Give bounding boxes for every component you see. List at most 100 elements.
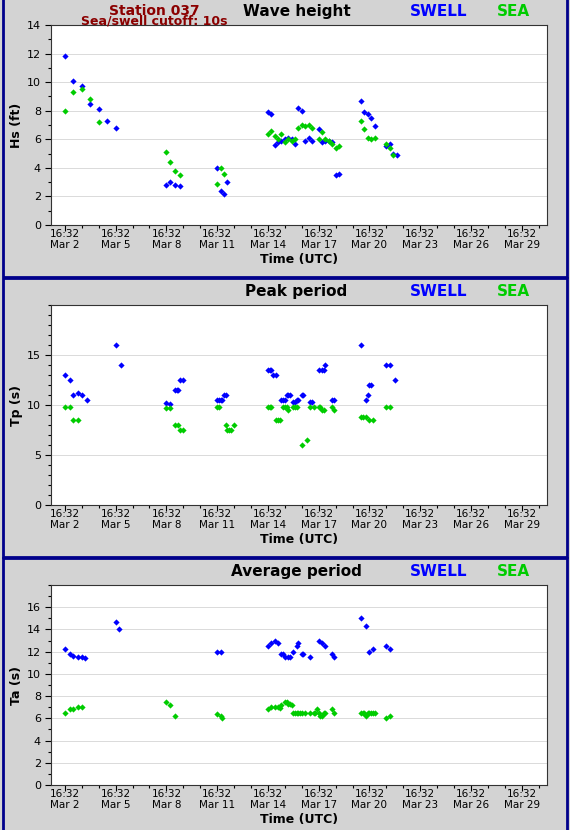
Point [179, 374, 188, 387]
Point [277, 127, 286, 140]
Point [103, 114, 112, 127]
Point [316, 710, 325, 723]
Point [382, 711, 391, 725]
Point [69, 413, 78, 427]
Point [382, 139, 391, 153]
Point [162, 178, 171, 192]
Point [179, 423, 188, 437]
Point [321, 639, 330, 652]
Point [307, 121, 316, 134]
Point [274, 135, 283, 149]
Point [263, 127, 272, 140]
Point [291, 706, 300, 720]
Point [60, 642, 70, 656]
Point [291, 133, 300, 146]
Text: 16:32: 16:32 [507, 789, 537, 799]
Point [321, 359, 330, 372]
Point [60, 369, 70, 382]
Point [304, 131, 313, 144]
Point [268, 369, 278, 382]
Point [389, 149, 398, 162]
Text: 16:32: 16:32 [355, 789, 385, 799]
Point [280, 400, 290, 413]
Point [165, 175, 174, 188]
Point [174, 418, 183, 432]
Point [277, 698, 286, 711]
Point [289, 400, 298, 413]
Text: Sea/swell cutoff: 10s: Sea/swell cutoff: 10s [80, 15, 227, 28]
Point [317, 636, 327, 649]
Point [280, 695, 290, 708]
Point [284, 131, 293, 144]
Point [328, 647, 337, 661]
Point [363, 706, 372, 720]
Point [321, 706, 330, 720]
Text: Mar 5: Mar 5 [101, 240, 131, 250]
Point [77, 80, 86, 93]
Point [77, 701, 86, 714]
Text: Mar 17: Mar 17 [300, 520, 337, 530]
Text: 16:32: 16:32 [405, 509, 435, 519]
Text: 16:32: 16:32 [100, 229, 131, 239]
Point [280, 651, 290, 664]
Point [80, 652, 89, 665]
Point [69, 85, 78, 99]
Point [279, 393, 288, 407]
Text: 16:32: 16:32 [100, 509, 131, 519]
Point [356, 612, 365, 625]
Point [284, 651, 293, 664]
Point [328, 400, 337, 413]
Point [335, 167, 344, 180]
Point [294, 636, 303, 649]
Text: 16:32: 16:32 [253, 509, 283, 519]
Point [216, 710, 225, 723]
Point [270, 139, 279, 152]
Point [279, 400, 288, 413]
Y-axis label: Tp (s): Tp (s) [10, 384, 23, 426]
Point [385, 710, 394, 723]
Point [286, 697, 295, 710]
Text: 16:32: 16:32 [202, 229, 232, 239]
Text: Mar 2: Mar 2 [50, 520, 80, 530]
Text: 16:32: 16:32 [100, 789, 131, 799]
Point [86, 97, 95, 110]
Point [367, 111, 376, 124]
Point [219, 388, 229, 402]
Point [289, 395, 298, 408]
Point [367, 378, 376, 392]
Point [329, 706, 339, 720]
Point [267, 107, 276, 120]
Text: Station 037: Station 037 [109, 4, 199, 17]
Point [94, 115, 103, 129]
Point [389, 147, 398, 160]
Point [94, 103, 103, 116]
Point [225, 423, 234, 437]
Point [284, 403, 293, 417]
Point [309, 400, 318, 413]
Point [368, 642, 377, 656]
Point [267, 124, 276, 137]
Point [300, 706, 310, 720]
Text: SWELL: SWELL [410, 4, 467, 19]
Point [328, 137, 337, 150]
Point [170, 710, 180, 723]
Point [356, 114, 365, 127]
Point [287, 698, 296, 711]
Text: SEA: SEA [496, 564, 530, 579]
Point [361, 710, 370, 723]
Point [219, 187, 229, 200]
Point [329, 403, 339, 417]
Text: 16:32: 16:32 [50, 789, 80, 799]
Point [370, 120, 379, 133]
Text: 16:32: 16:32 [355, 229, 385, 239]
Point [60, 104, 70, 117]
Point [292, 706, 302, 720]
Text: Average period: Average period [231, 564, 362, 579]
Point [69, 388, 78, 402]
Point [314, 133, 323, 146]
Point [216, 645, 225, 658]
Point [291, 400, 300, 413]
Text: Time (UTC): Time (UTC) [260, 813, 339, 826]
Point [317, 125, 327, 139]
Point [66, 400, 75, 413]
